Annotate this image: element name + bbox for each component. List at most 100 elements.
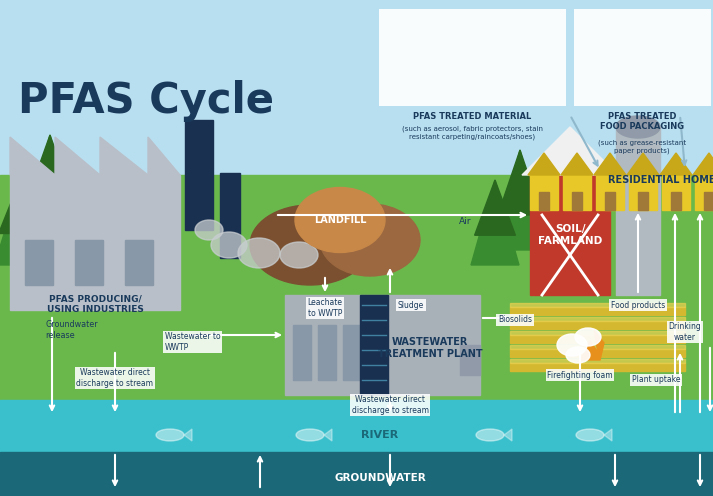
Bar bbox=[343, 325, 361, 380]
Polygon shape bbox=[24, 135, 76, 206]
Text: Food products: Food products bbox=[611, 301, 665, 310]
Ellipse shape bbox=[238, 238, 280, 268]
Text: RIVER: RIVER bbox=[361, 430, 399, 440]
Bar bbox=[596, 175, 624, 210]
Text: Wastewater direct
discharge to stream: Wastewater direct discharge to stream bbox=[76, 369, 153, 388]
Bar bbox=[510, 363, 685, 371]
Text: Wastewater direct
discharge to stream: Wastewater direct discharge to stream bbox=[352, 395, 429, 415]
Polygon shape bbox=[528, 153, 560, 175]
Bar bbox=[605, 192, 615, 210]
Polygon shape bbox=[522, 127, 618, 175]
Polygon shape bbox=[0, 175, 46, 234]
Polygon shape bbox=[660, 153, 692, 175]
Polygon shape bbox=[10, 137, 180, 175]
Polygon shape bbox=[561, 153, 593, 175]
Polygon shape bbox=[471, 180, 519, 265]
Text: Plant uptake: Plant uptake bbox=[632, 375, 680, 384]
Bar bbox=[510, 317, 685, 321]
Bar bbox=[510, 349, 685, 357]
Ellipse shape bbox=[575, 328, 601, 346]
Bar bbox=[293, 325, 311, 380]
Bar bbox=[75, 240, 103, 285]
Text: Biosolids: Biosolids bbox=[498, 315, 532, 324]
Bar bbox=[616, 127, 660, 295]
Text: RESIDENTIAL HOMES: RESIDENTIAL HOMES bbox=[607, 175, 713, 185]
Bar bbox=[0, 175, 713, 420]
Text: WASTEWATER
TREATMENT PLANT: WASTEWATER TREATMENT PLANT bbox=[378, 337, 482, 359]
Text: PFAS TREATED
FOOD PACKAGING: PFAS TREATED FOOD PACKAGING bbox=[600, 112, 684, 131]
Ellipse shape bbox=[156, 429, 184, 441]
Bar bbox=[10, 175, 180, 310]
Ellipse shape bbox=[320, 204, 420, 276]
Bar bbox=[0, 400, 713, 452]
Text: Groundwater
release: Groundwater release bbox=[45, 320, 98, 340]
Bar bbox=[0, 452, 713, 496]
Bar bbox=[510, 307, 685, 315]
Polygon shape bbox=[475, 180, 515, 235]
Bar bbox=[671, 192, 681, 210]
Polygon shape bbox=[627, 153, 659, 175]
Polygon shape bbox=[498, 150, 542, 215]
Bar bbox=[572, 192, 582, 210]
Text: GROUNDWATER: GROUNDWATER bbox=[334, 473, 426, 483]
Bar bbox=[695, 175, 713, 210]
Text: Air: Air bbox=[458, 218, 471, 227]
Bar bbox=[125, 240, 153, 285]
Bar bbox=[704, 192, 713, 210]
Ellipse shape bbox=[476, 429, 504, 441]
Bar bbox=[510, 345, 685, 349]
Text: PFAS Cycle: PFAS Cycle bbox=[18, 80, 274, 122]
Bar bbox=[318, 325, 336, 380]
Ellipse shape bbox=[576, 429, 604, 441]
Text: Drinking
water: Drinking water bbox=[669, 322, 702, 342]
Text: LANDFILL: LANDFILL bbox=[314, 215, 366, 225]
Ellipse shape bbox=[195, 220, 223, 240]
Text: PFAS PRODUCING/
USING INDUSTRIES: PFAS PRODUCING/ USING INDUSTRIES bbox=[46, 295, 143, 314]
Bar bbox=[638, 192, 648, 210]
Text: Wastewater to
WWTP: Wastewater to WWTP bbox=[165, 332, 220, 352]
Bar bbox=[285, 295, 480, 395]
Text: Leachate
to WWTP: Leachate to WWTP bbox=[307, 298, 342, 318]
Ellipse shape bbox=[211, 232, 247, 258]
Polygon shape bbox=[580, 330, 604, 360]
Text: (such as grease-resistant
paper products): (such as grease-resistant paper products… bbox=[598, 140, 686, 154]
Polygon shape bbox=[184, 429, 192, 441]
Bar bbox=[510, 335, 685, 343]
FancyBboxPatch shape bbox=[379, 9, 566, 106]
Polygon shape bbox=[594, 153, 626, 175]
Ellipse shape bbox=[250, 205, 370, 285]
Text: SOIL/
FARMLAND: SOIL/ FARMLAND bbox=[538, 224, 602, 246]
Ellipse shape bbox=[295, 187, 385, 252]
Bar bbox=[530, 175, 558, 210]
Bar bbox=[220, 173, 240, 258]
Text: Sludge: Sludge bbox=[398, 301, 424, 310]
Polygon shape bbox=[494, 150, 546, 250]
Text: (such as aerosol, fabric protectors, stain
resistant carpeting/raincoats/shoes): (such as aerosol, fabric protectors, sta… bbox=[401, 126, 543, 140]
Bar bbox=[185, 120, 213, 230]
Bar bbox=[510, 359, 685, 363]
Bar bbox=[530, 175, 610, 295]
Bar bbox=[510, 331, 685, 335]
Polygon shape bbox=[20, 135, 80, 245]
Bar bbox=[0, 0, 713, 320]
Ellipse shape bbox=[557, 334, 587, 356]
Ellipse shape bbox=[296, 429, 324, 441]
Polygon shape bbox=[693, 153, 713, 175]
Bar bbox=[460, 345, 480, 375]
Bar bbox=[360, 295, 388, 395]
Ellipse shape bbox=[280, 242, 318, 268]
Bar bbox=[662, 175, 690, 210]
Bar bbox=[539, 192, 549, 210]
Text: PFAS TREATED MATERIAL: PFAS TREATED MATERIAL bbox=[413, 112, 531, 121]
FancyBboxPatch shape bbox=[574, 9, 711, 106]
Bar bbox=[25, 240, 53, 285]
Polygon shape bbox=[504, 429, 512, 441]
Polygon shape bbox=[604, 429, 612, 441]
Ellipse shape bbox=[566, 347, 590, 363]
Bar bbox=[510, 303, 685, 307]
Bar bbox=[510, 321, 685, 329]
Text: Firefighting foam: Firefighting foam bbox=[547, 371, 612, 379]
Ellipse shape bbox=[616, 116, 660, 138]
Polygon shape bbox=[324, 429, 332, 441]
Bar bbox=[563, 175, 591, 210]
